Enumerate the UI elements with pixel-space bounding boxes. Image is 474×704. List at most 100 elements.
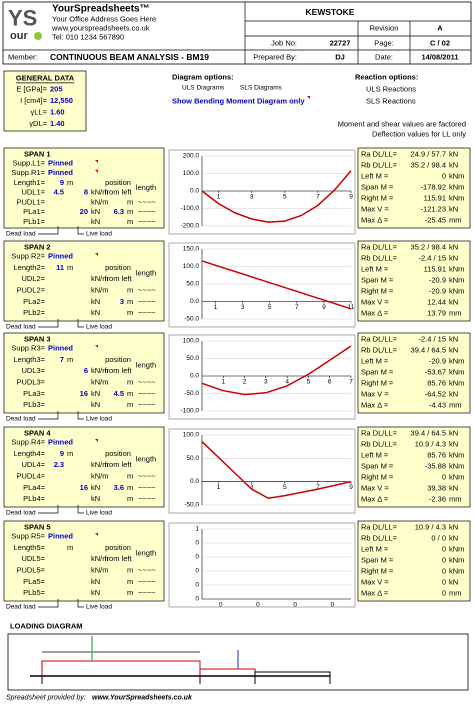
- dead-load-arrow: [38, 599, 59, 608]
- input-label: Length3=: [14, 355, 46, 364]
- result-unit: kNm: [449, 265, 464, 274]
- dead-load-label: Dead load: [6, 604, 36, 611]
- support-type: Pinned: [48, 438, 73, 447]
- result-unit: kNm: [449, 287, 464, 296]
- result-unit: kNm: [449, 462, 464, 471]
- input-v1u: kN: [91, 588, 100, 597]
- dead-load-arrow: [38, 505, 59, 514]
- y-tick-label: 100.0: [183, 263, 200, 270]
- result-unit: mm: [449, 309, 462, 318]
- sls-reactions[interactable]: SLS Reactions: [366, 97, 416, 106]
- dead-load-label: Dead load: [6, 510, 36, 517]
- live-load-arrow: [77, 319, 84, 328]
- input-tail: ~~~~: [138, 378, 156, 387]
- result-value: -121.23: [421, 205, 446, 214]
- live-load-label: Live load: [86, 324, 112, 331]
- input-v2u: m: [127, 389, 133, 398]
- result-value: -64.52: [425, 390, 446, 399]
- revision-label: Revision: [370, 24, 399, 33]
- input-label: PLa5=: [23, 577, 46, 586]
- chart-frame: [168, 522, 356, 608]
- support-type: Pinned: [48, 159, 73, 168]
- result-label: Right M =: [361, 194, 394, 203]
- result-value: 115.91: [424, 265, 446, 274]
- header: YS our YourSpreadsheets™ Your Office Add…: [2, 1, 472, 65]
- support-type: Pinned: [48, 344, 73, 353]
- input-panel: [3, 240, 165, 322]
- result-unit: kNm: [449, 368, 464, 377]
- comment-marker: [95, 533, 98, 536]
- input-v0: 9: [60, 178, 64, 187]
- result-unit: kN: [449, 161, 458, 170]
- chart-frame: [168, 149, 356, 235]
- result-label: Rb DL/LL=: [361, 254, 398, 263]
- input-panel: [3, 520, 165, 602]
- column-header: length: [136, 455, 156, 464]
- input-v2u: m: [127, 207, 133, 216]
- input-label: PUDL2=: [16, 286, 45, 295]
- column-header: length: [136, 269, 156, 278]
- prepared-by: DJ: [335, 53, 345, 62]
- y-tick-label: -100.0: [181, 205, 200, 212]
- result-unit: kN: [449, 484, 458, 493]
- dead-load-label: Dead load: [6, 416, 36, 423]
- prepared-label: Prepared By:: [253, 53, 297, 62]
- sls-diagrams[interactable]: SLS Diagrams: [240, 85, 283, 92]
- uls-diagrams[interactable]: ULS Diagrams: [182, 85, 225, 92]
- input-v1u: kN/m: [91, 286, 109, 295]
- result-unit: kNm: [449, 194, 464, 203]
- result-label: Right M =: [361, 287, 394, 296]
- bending-moment-only[interactable]: Show Bending Moment Diagram only: [172, 97, 305, 106]
- input-v1u: kN/m: [91, 274, 109, 283]
- input-v0u: m: [67, 178, 73, 187]
- result-label: Max Δ =: [361, 495, 389, 504]
- input-v1: 8: [84, 188, 88, 197]
- footer-link[interactable]: www.YourSpreadsheets.co.uk: [92, 695, 193, 702]
- input-label: PLb5=: [23, 588, 46, 597]
- input-v0: 2.3: [54, 460, 64, 469]
- input-label: UDL4=: [21, 460, 45, 469]
- result-label: Left M =: [361, 357, 389, 366]
- input-label: PLa1=: [23, 207, 46, 216]
- y-tick-label: 150.0: [183, 246, 200, 253]
- moment-line: [201, 441, 352, 500]
- input-v2u: m: [127, 483, 133, 492]
- result-unit: kN: [449, 150, 458, 159]
- result-value: -2.4 / 15: [418, 254, 446, 263]
- input-v2u: m: [127, 577, 133, 586]
- website: www.yourspreadsheets.co.uk: [51, 24, 150, 33]
- result-label: Max Δ =: [361, 309, 389, 318]
- input-v1u: kN/m: [91, 472, 109, 481]
- general-title: GENERAL DATA: [16, 74, 75, 83]
- result-value: 0 / 0: [431, 534, 446, 543]
- x-tick-label: 3: [250, 484, 254, 491]
- input-v2: 3.6: [114, 483, 124, 492]
- result-value: 35.2 / 98.4: [411, 243, 446, 252]
- result-label: Left M =: [361, 545, 389, 554]
- y-tick-label: -100.0: [181, 408, 200, 415]
- result-unit: kNm: [449, 567, 464, 576]
- result-value: -20.9: [429, 357, 446, 366]
- input-tail: ~~~~: [138, 566, 156, 575]
- uls-reactions[interactable]: ULS Reactions: [366, 85, 416, 94]
- input-tail: ~~~~: [138, 472, 156, 481]
- input-v2u: m: [127, 217, 133, 226]
- dead-load-label: Dead load: [6, 324, 36, 331]
- column-header: length: [136, 549, 156, 558]
- telephone: Tel: 010 1234 567890: [52, 33, 124, 42]
- input-v0u: m: [67, 355, 73, 364]
- result-unit: kN: [449, 254, 458, 263]
- result-label: Right M =: [361, 379, 394, 388]
- column-header: position: [105, 355, 131, 364]
- result-unit: kNm: [449, 357, 464, 366]
- input-v1u: kN: [91, 207, 100, 216]
- result-label: Ra DL/LL=: [361, 523, 398, 532]
- input-v1u: kN/m: [91, 188, 109, 197]
- input-label: UDL2=: [21, 274, 45, 283]
- input-v2: 3: [120, 297, 124, 306]
- result-value: -2.4 / 15: [418, 335, 446, 344]
- input-label: PUDL4=: [16, 472, 45, 481]
